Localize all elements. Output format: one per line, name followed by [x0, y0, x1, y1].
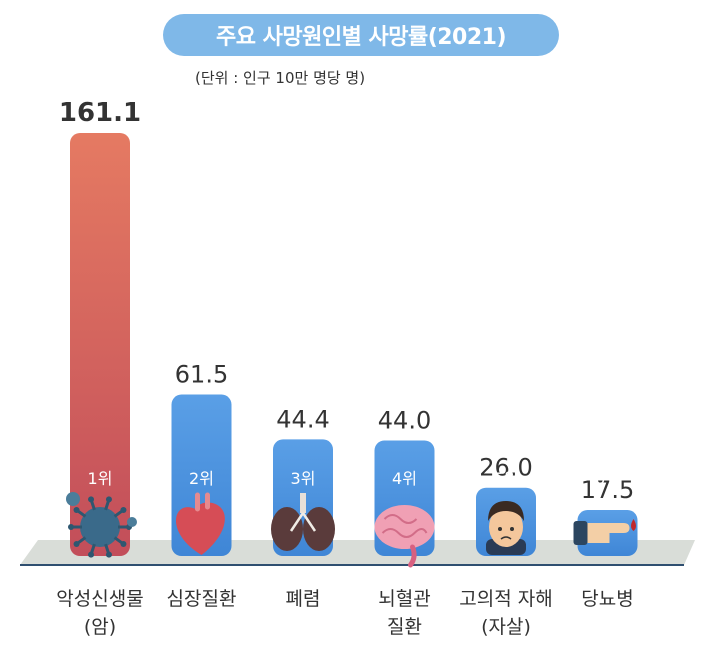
bar-1 — [70, 133, 130, 556]
heart-vessels — [195, 492, 210, 512]
brain-shape — [374, 505, 435, 549]
left-lung — [271, 507, 303, 551]
virus-spike-tip — [120, 541, 127, 548]
category-label: 뇌혈관 — [378, 588, 430, 610]
sad-face-icon — [486, 501, 526, 555]
chart-title: 주요 사망원인별 사망률(2021) — [163, 14, 559, 56]
hair — [488, 501, 524, 521]
value-label: 17.5 — [581, 476, 634, 504]
rank-label: 3위 — [291, 469, 316, 488]
virus-spike-tip — [73, 541, 80, 548]
blood-drop — [631, 519, 636, 531]
value-label: 44.0 — [378, 406, 431, 434]
sleeve — [573, 521, 588, 545]
unit-note: (단위 : 인구 10만 명당 명) — [195, 69, 366, 87]
brain-icon — [374, 505, 435, 568]
trachea — [300, 493, 306, 513]
heart-shape — [175, 502, 225, 555]
brain-stem — [408, 544, 417, 568]
brain-folds — [381, 514, 428, 538]
virus-spike-tip — [88, 496, 95, 503]
heart-icon — [175, 492, 225, 555]
virus-spike-tip — [68, 524, 74, 530]
virus-spike-tip — [105, 496, 112, 503]
category-label: 고의적 자해 — [459, 588, 552, 610]
category-label: 폐렴 — [286, 588, 321, 610]
category-label: 당뇨병 — [581, 588, 633, 610]
value-label: 61.5 — [175, 361, 228, 389]
virus-spike-tip — [120, 506, 127, 513]
lungs-icon — [271, 493, 335, 551]
finger-blood-drop-icon — [573, 519, 636, 545]
virus-small — [66, 492, 80, 506]
category-label: (자살) — [481, 616, 531, 638]
category-label: 심장질환 — [167, 588, 237, 610]
value-label: 161.1 — [59, 98, 141, 128]
rank-label: 2위 — [189, 469, 214, 488]
category-label: 악성신생물 — [56, 588, 143, 610]
eye — [498, 527, 502, 531]
face — [489, 507, 523, 547]
right-lung — [303, 507, 335, 551]
rank-label: 6위 — [595, 469, 620, 488]
virus-body — [80, 507, 120, 547]
virus-icon — [66, 492, 137, 558]
category-label: 질환 — [387, 616, 422, 638]
category-label: (암) — [84, 616, 116, 638]
hand — [587, 523, 630, 543]
rank-label: 1위 — [88, 469, 113, 488]
rank-label: 4위 — [392, 469, 417, 488]
mouth — [500, 536, 512, 540]
value-label: 26.0 — [479, 454, 532, 482]
eye — [510, 527, 514, 531]
virus-spike-tip — [73, 506, 80, 513]
rank-label: 5위 — [494, 469, 519, 488]
virus-small — [127, 517, 137, 527]
virus-spike-tip — [105, 551, 112, 558]
value-label: 44.4 — [276, 405, 329, 433]
bronchi — [289, 512, 317, 532]
virus-spike-tip — [88, 551, 95, 558]
